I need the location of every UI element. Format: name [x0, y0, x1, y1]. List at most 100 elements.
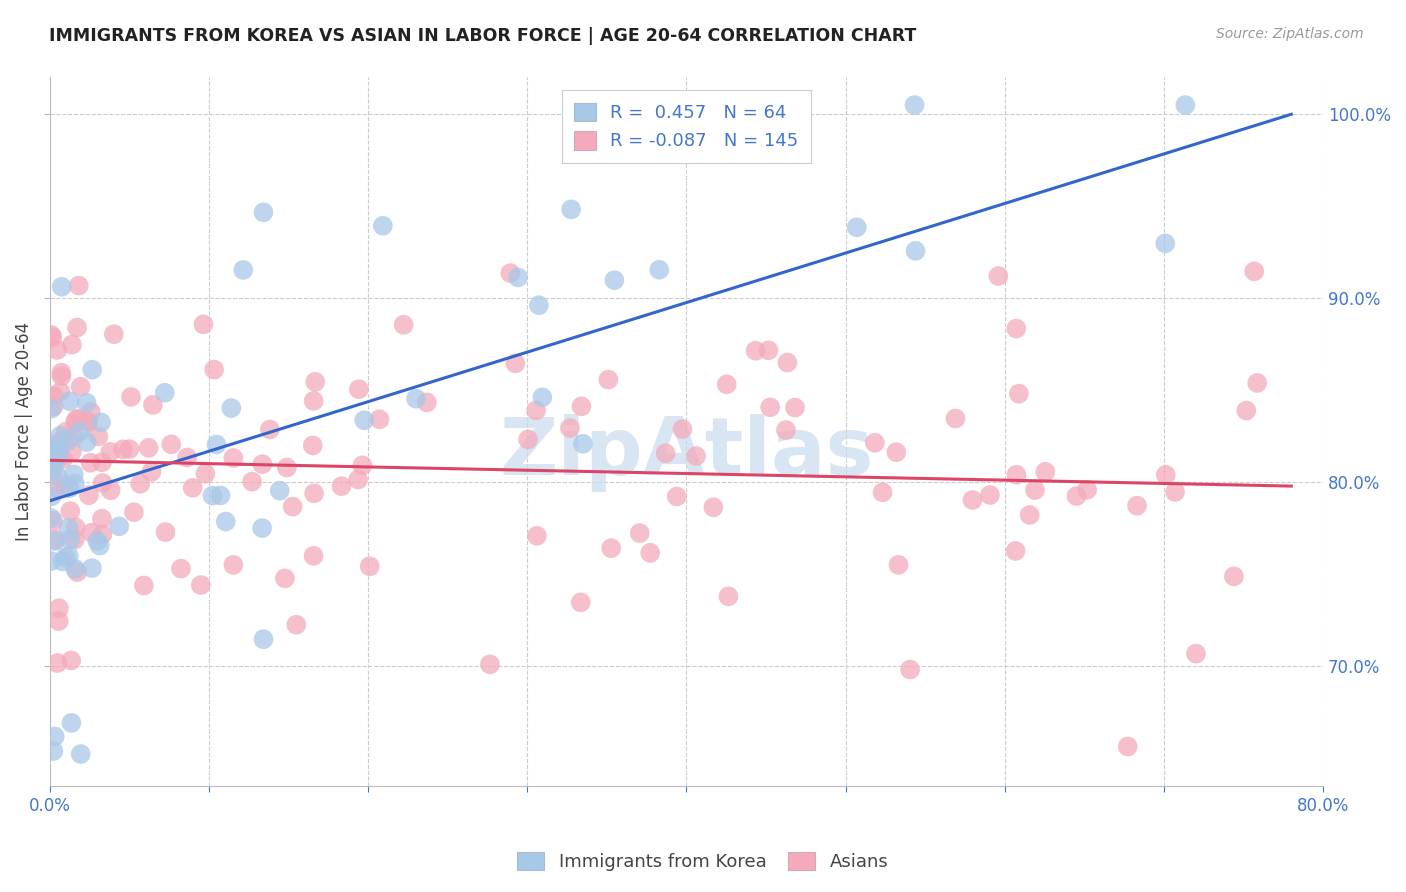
Point: [531, 390, 554, 404]
Point: [67, 278, 90, 293]
Point: [638, 546, 661, 560]
Point: [48, 614, 70, 628]
Point: [170, 561, 193, 575]
Point: [269, 483, 291, 498]
Point: [215, 515, 238, 529]
Point: [222, 558, 245, 572]
Point: [1066, 489, 1088, 503]
Point: [60, 715, 83, 730]
Point: [330, 479, 353, 493]
Point: [46, 656, 69, 670]
Point: [717, 590, 740, 604]
Point: [222, 450, 245, 465]
Point: [1005, 321, 1028, 335]
Point: [41, 554, 63, 568]
Point: [69, 380, 91, 394]
Point: [51, 434, 73, 448]
Point: [65, 520, 87, 534]
Point: [39, 463, 62, 477]
Point: [46, 469, 69, 483]
Point: [44, 730, 66, 744]
Point: [55, 425, 77, 439]
Point: [86, 533, 108, 548]
Point: [52, 451, 75, 466]
Point: [51, 366, 73, 380]
Point: [252, 632, 274, 647]
Point: [69, 747, 91, 761]
Point: [76, 435, 98, 450]
Point: [353, 413, 375, 427]
Point: [42, 462, 65, 476]
Point: [1033, 465, 1056, 479]
Point: [276, 460, 298, 475]
Point: [1018, 508, 1040, 522]
Point: [904, 244, 927, 258]
Point: [67, 411, 90, 425]
Point: [648, 262, 671, 277]
Point: [58, 481, 80, 495]
Point: [56, 434, 79, 448]
Point: [42, 399, 65, 413]
Point: [1005, 467, 1028, 482]
Point: [302, 549, 325, 563]
Point: [55, 550, 77, 565]
Point: [945, 411, 967, 425]
Text: ZipAtlas: ZipAtlas: [499, 414, 873, 492]
Point: [59, 533, 82, 547]
Point: [89, 539, 111, 553]
Legend: R =  0.457   N = 64, R = -0.087   N = 145: R = 0.457 N = 64, R = -0.087 N = 145: [562, 90, 811, 163]
Point: [371, 219, 394, 233]
Point: [281, 500, 304, 514]
Point: [69, 425, 91, 439]
Point: [1234, 403, 1257, 417]
Point: [52, 477, 75, 491]
Point: [41, 330, 63, 344]
Point: [1243, 264, 1265, 278]
Point: [98, 445, 121, 459]
Point: [44, 534, 66, 549]
Point: [359, 559, 381, 574]
Point: [122, 505, 145, 519]
Point: [82, 362, 104, 376]
Point: [302, 486, 325, 500]
Point: [221, 401, 243, 415]
Point: [685, 449, 707, 463]
Point: [628, 526, 651, 541]
Point: [79, 456, 101, 470]
Point: [603, 273, 626, 287]
Point: [1164, 485, 1187, 500]
Point: [352, 458, 374, 473]
Point: [160, 437, 183, 451]
Point: [898, 663, 921, 677]
Point: [193, 318, 215, 332]
Point: [118, 442, 141, 456]
Point: [598, 373, 620, 387]
Point: [962, 493, 984, 508]
Point: [1024, 483, 1046, 497]
Point: [108, 519, 131, 533]
Point: [60, 444, 83, 458]
Point: [716, 377, 738, 392]
Point: [142, 398, 165, 412]
Point: [141, 465, 163, 479]
Point: [39, 441, 62, 455]
Point: [1008, 386, 1031, 401]
Point: [524, 403, 547, 417]
Point: [558, 421, 581, 435]
Point: [42, 389, 65, 403]
Point: [252, 205, 274, 219]
Point: [63, 562, 86, 576]
Legend: Immigrants from Korea, Asians: Immigrants from Korea, Asians: [510, 845, 896, 879]
Point: [66, 320, 89, 334]
Point: [202, 362, 225, 376]
Point: [42, 438, 65, 452]
Point: [52, 554, 75, 568]
Point: [48, 442, 70, 456]
Point: [100, 483, 122, 498]
Point: [39, 460, 62, 475]
Point: [59, 504, 82, 518]
Point: [903, 98, 925, 112]
Point: [499, 266, 522, 280]
Point: [569, 595, 592, 609]
Point: [77, 488, 100, 502]
